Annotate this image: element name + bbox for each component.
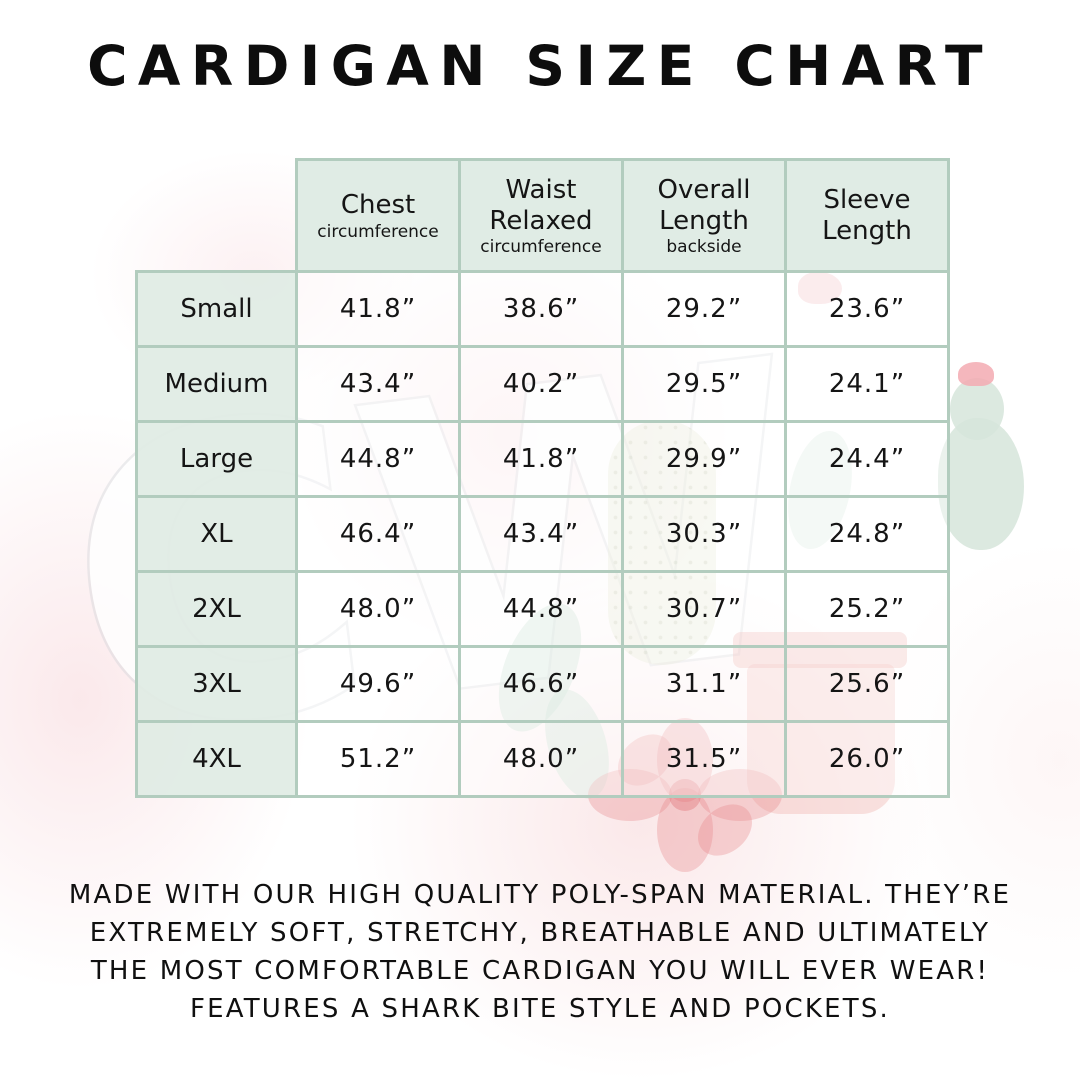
watermark-cactus-icon	[938, 418, 1024, 550]
column-label: Waist Relaxed	[489, 174, 593, 236]
value-cell: 31.1”	[621, 645, 787, 723]
column-header-sleeve-length: Sleeve Length	[784, 158, 950, 273]
value-cell: 29.9”	[621, 420, 787, 498]
column-sublabel: circumference	[317, 221, 439, 242]
value-cell: 29.2”	[621, 270, 787, 348]
value-cell: 46.4”	[295, 495, 461, 573]
watermark-cactus-icon	[950, 378, 1004, 440]
size-cell: Medium	[135, 345, 298, 423]
value-cell: 49.6”	[295, 645, 461, 723]
description: MADE WITH OUR HIGH QUALITY POLY-SPAN MAT…	[0, 876, 1080, 1028]
column-sublabel: circumference	[480, 237, 602, 258]
table-row: 3XL 49.6” 46.6” 31.1” 25.6”	[135, 645, 950, 723]
value-cell: 30.3”	[621, 495, 787, 573]
description-line: THE MOST COMFORTABLE CARDIGAN YOU WILL E…	[90, 956, 990, 986]
value-cell: 41.8”	[458, 420, 624, 498]
value-cell: 31.5”	[621, 720, 787, 798]
value-cell: 26.0”	[784, 720, 950, 798]
table-row: XL 46.4” 43.4” 30.3” 24.8”	[135, 495, 950, 573]
size-cell: Large	[135, 420, 298, 498]
description-line: MADE WITH OUR HIGH QUALITY POLY-SPAN MAT…	[68, 880, 1012, 910]
column-label: Overall Length	[657, 174, 751, 236]
size-cell: Small	[135, 270, 298, 348]
table-row: Medium 43.4” 40.2” 29.5” 24.1”	[135, 345, 950, 423]
table-row: Small 41.8” 38.6” 29.2” 23.6”	[135, 270, 950, 348]
size-cell: 4XL	[135, 720, 298, 798]
column-header-chest: Chest circumference	[295, 158, 461, 273]
value-cell: 38.6”	[458, 270, 624, 348]
table-row: Large 44.8” 41.8” 29.9” 24.4”	[135, 420, 950, 498]
value-cell: 29.5”	[621, 345, 787, 423]
size-cell: 2XL	[135, 570, 298, 648]
column-label: Chest	[340, 190, 416, 221]
column-label: Sleeve Length	[822, 184, 912, 246]
value-cell: 51.2”	[295, 720, 461, 798]
value-cell: 40.2”	[458, 345, 624, 423]
size-table-body: Small 41.8” 38.6” 29.2” 23.6” Medium 43.…	[135, 270, 950, 798]
value-cell: 25.2”	[784, 570, 950, 648]
value-cell: 23.6”	[784, 270, 950, 348]
value-cell: 24.4”	[784, 420, 950, 498]
value-cell: 43.4”	[295, 345, 461, 423]
column-header-waist-relaxed: Waist Relaxed circumference	[458, 158, 624, 273]
column-header-overall-length: Overall Length backside	[621, 158, 787, 273]
value-cell: 44.8”	[295, 420, 461, 498]
header-row: Chest circumference Waist Relaxed circum…	[137, 158, 950, 273]
value-cell: 46.6”	[458, 645, 624, 723]
value-cell: 24.8”	[784, 495, 950, 573]
value-cell: 24.1”	[784, 345, 950, 423]
table-corner-cell	[137, 160, 297, 272]
value-cell: 41.8”	[295, 270, 461, 348]
page-title: CARDIGAN SIZE CHART	[87, 34, 993, 98]
size-cell: 3XL	[135, 645, 298, 723]
size-cell: XL	[135, 495, 298, 573]
value-cell: 25.6”	[784, 645, 950, 723]
description-line: FEATURES A SHARK BITE STYLE AND POCKETS.	[189, 994, 891, 1024]
value-cell: 30.7”	[621, 570, 787, 648]
description-line: EXTREMELY SOFT, STRETCHY, BREATHABLE AND…	[89, 918, 991, 948]
value-cell: 44.8”	[458, 570, 624, 648]
column-sublabel: backside	[666, 237, 742, 258]
table-row: 2XL 48.0” 44.8” 30.7” 25.2”	[135, 570, 950, 648]
value-cell: 48.0”	[458, 720, 624, 798]
value-cell: 43.4”	[458, 495, 624, 573]
watermark-cactus-flower-icon	[958, 362, 994, 386]
size-chart-table: Chest circumference Waist Relaxed circum…	[135, 158, 950, 798]
value-cell: 48.0”	[295, 570, 461, 648]
table-row: 4XL 51.2” 48.0” 31.5” 26.0”	[135, 720, 950, 798]
